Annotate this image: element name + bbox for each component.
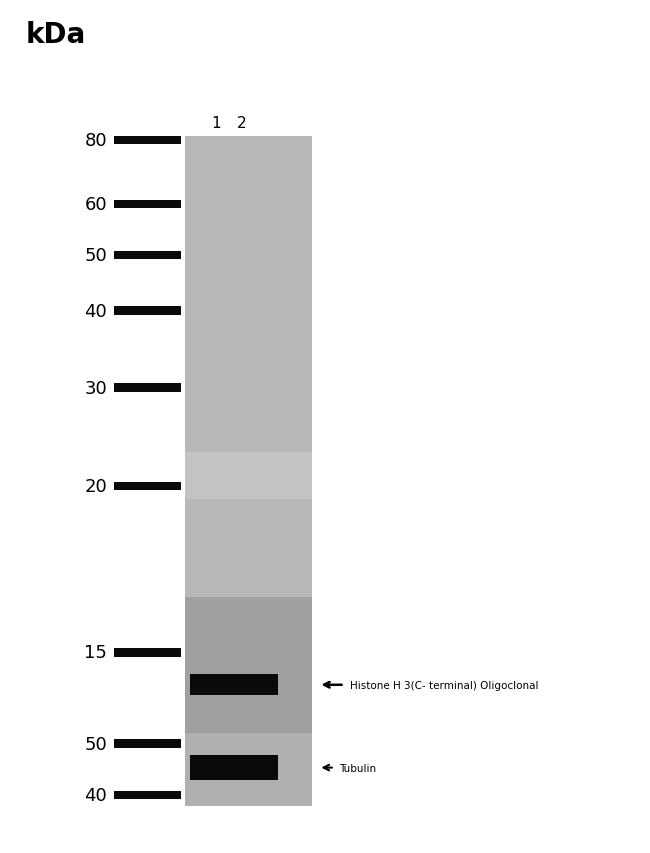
Text: 30: 30 <box>84 379 107 397</box>
Bar <box>185 136 312 734</box>
Bar <box>190 755 234 780</box>
Text: Tubulin: Tubulin <box>339 763 376 773</box>
Text: 80: 80 <box>84 131 107 150</box>
Text: 20: 20 <box>84 477 107 496</box>
Bar <box>114 307 181 316</box>
Bar <box>190 674 234 695</box>
Bar <box>114 648 181 657</box>
Text: 2: 2 <box>237 116 246 131</box>
Text: 15: 15 <box>84 643 107 662</box>
Bar <box>234 674 278 695</box>
Bar <box>114 200 181 209</box>
Bar <box>234 755 278 780</box>
Bar <box>114 252 181 260</box>
Bar <box>114 791 181 799</box>
Bar <box>185 597 312 734</box>
Text: 50: 50 <box>84 247 107 265</box>
Bar <box>114 482 181 490</box>
Bar <box>114 384 181 392</box>
Bar <box>114 740 181 748</box>
Bar <box>114 136 181 145</box>
Text: 50: 50 <box>84 734 107 753</box>
Bar <box>185 452 312 499</box>
Text: 60: 60 <box>84 195 107 214</box>
Bar <box>185 708 312 806</box>
Text: Histone H 3(C- terminal) Oligoclonal: Histone H 3(C- terminal) Oligoclonal <box>350 680 538 690</box>
Text: kDa: kDa <box>26 21 86 49</box>
Text: 40: 40 <box>84 302 107 321</box>
Text: 1: 1 <box>211 116 220 131</box>
Text: 40: 40 <box>84 786 107 804</box>
